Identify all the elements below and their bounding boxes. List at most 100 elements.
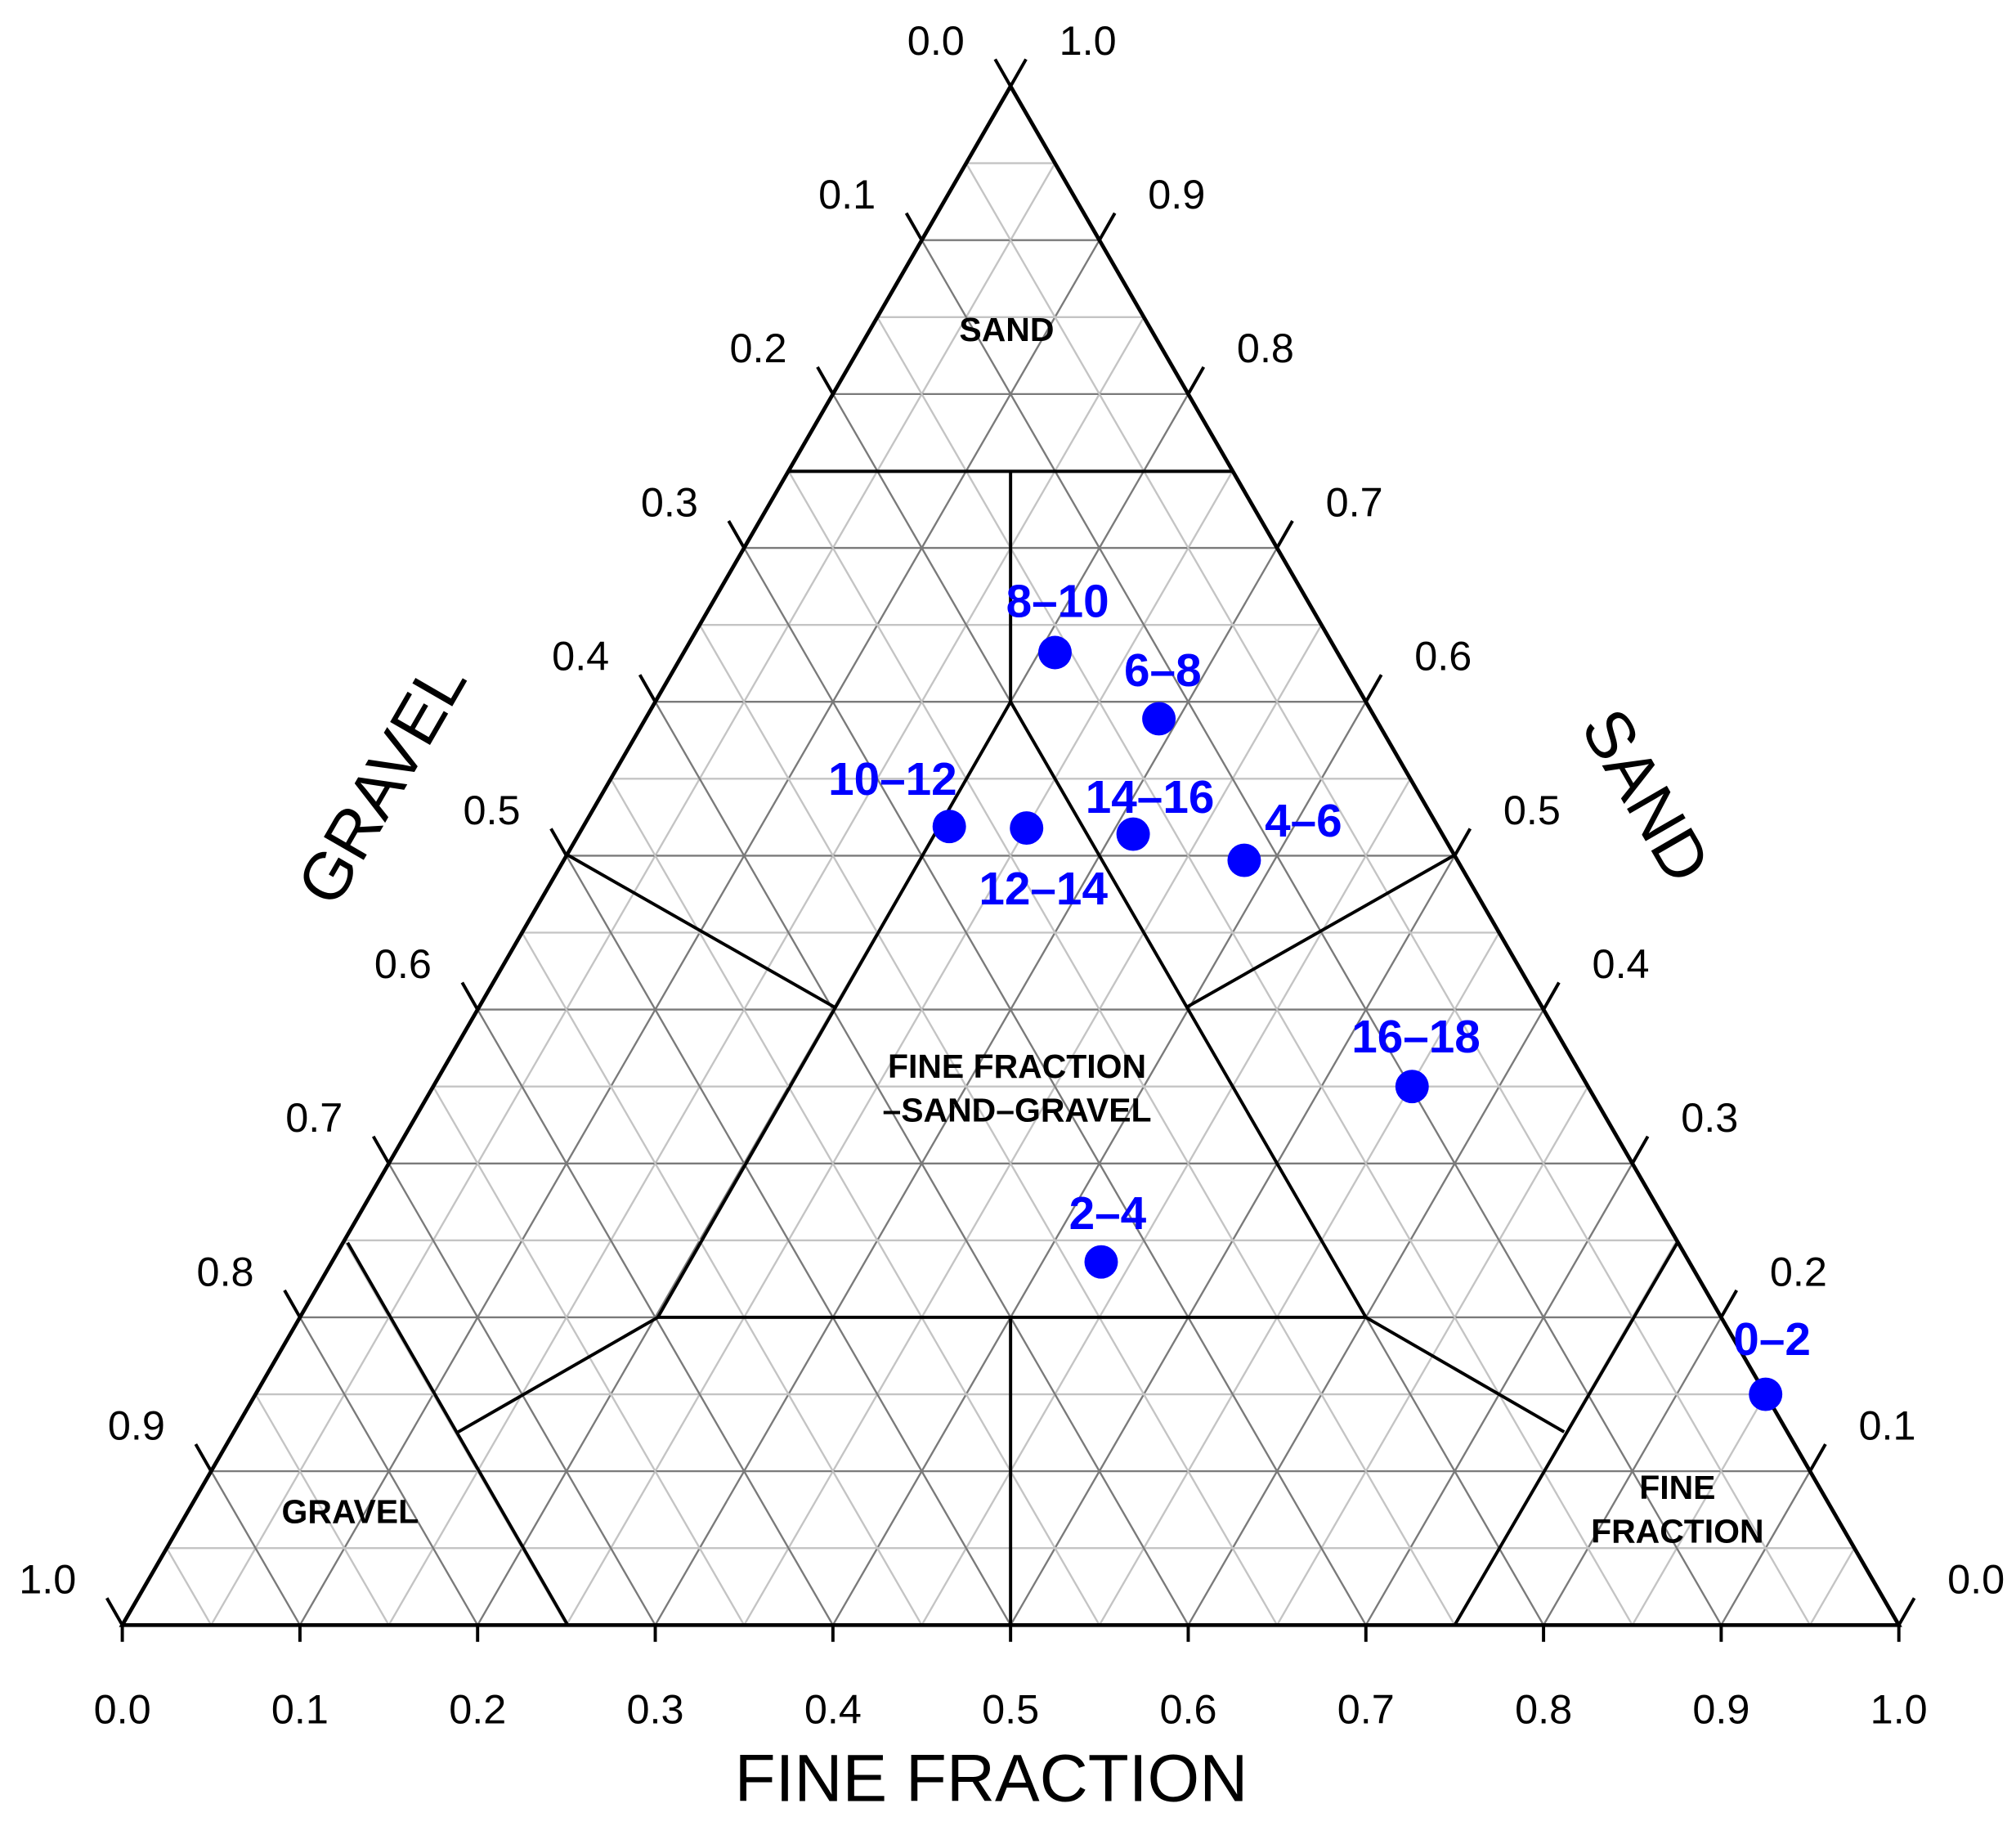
data-point bbox=[1142, 702, 1176, 736]
minor-grid-line bbox=[1098, 931, 1500, 1626]
grid-line bbox=[298, 1317, 479, 1626]
grid-line bbox=[565, 855, 1012, 1626]
tick-label: 0.2 bbox=[1770, 1248, 1827, 1294]
tick-mark bbox=[1719, 1289, 1738, 1318]
tick-label: 1.0 bbox=[1060, 17, 1117, 64]
tick-label: 0.0 bbox=[1947, 1556, 2005, 1603]
point-label: 4–6 bbox=[1265, 796, 1342, 847]
boundary bbox=[457, 1316, 659, 1433]
tick-label: 1.0 bbox=[19, 1556, 76, 1603]
data-point bbox=[1116, 817, 1150, 851]
tick-label: 0.5 bbox=[982, 1686, 1039, 1733]
data-point bbox=[1084, 1245, 1118, 1279]
tick-label: 0.7 bbox=[285, 1094, 343, 1141]
minor-grid-line bbox=[743, 624, 1323, 1626]
boundary bbox=[567, 853, 836, 1009]
data-point bbox=[932, 810, 966, 844]
minor-grid-line bbox=[388, 316, 1145, 1626]
point-label: 16–18 bbox=[1351, 1012, 1481, 1063]
grid-line bbox=[654, 701, 1189, 1626]
region-label: –SAND–GRAVEL bbox=[882, 1091, 1151, 1128]
tick-label: 0.6 bbox=[374, 940, 432, 987]
tick-label: 0.0 bbox=[94, 1686, 151, 1733]
tick-label: 0.8 bbox=[197, 1248, 254, 1294]
minor-grid-line bbox=[876, 316, 1633, 1626]
boundary bbox=[1185, 853, 1456, 1009]
axis-title: FINE FRACTION bbox=[735, 1742, 1248, 1816]
tick-mark bbox=[1897, 1597, 1916, 1626]
tick-mark bbox=[105, 1597, 124, 1626]
region-label: FINE FRACTION bbox=[888, 1048, 1146, 1085]
data-point bbox=[1227, 843, 1261, 877]
tick-mark bbox=[727, 520, 746, 550]
tick-label: 0.1 bbox=[271, 1686, 329, 1733]
minor-grid-line bbox=[610, 778, 1100, 1626]
axis-title: GRAVEL bbox=[283, 649, 481, 918]
region-label: SAND bbox=[959, 311, 1054, 348]
minor-grid-line bbox=[1809, 1547, 1856, 1626]
tick-mark bbox=[1364, 674, 1383, 703]
tick-mark bbox=[1186, 366, 1206, 395]
region-label: FRACTION bbox=[1591, 1512, 1763, 1550]
tick-label: 0.1 bbox=[1859, 1402, 1916, 1448]
grid-line bbox=[210, 1470, 301, 1626]
tick-label: 0.3 bbox=[641, 478, 698, 525]
tick-label: 0.8 bbox=[1237, 325, 1294, 371]
minor-grid-line bbox=[1631, 1393, 1767, 1626]
tick-mark bbox=[1631, 1135, 1650, 1164]
point-label: 2–4 bbox=[1069, 1188, 1147, 1240]
point-label: 14–16 bbox=[1086, 772, 1215, 823]
tick-mark bbox=[460, 981, 479, 1011]
tick-label: 0.9 bbox=[1692, 1686, 1749, 1733]
tick-mark bbox=[1009, 58, 1028, 87]
tick-label: 0.5 bbox=[464, 787, 521, 833]
axis-title: SAND bbox=[1567, 697, 1725, 895]
minor-grid-line bbox=[210, 163, 1056, 1626]
tick-mark bbox=[638, 674, 657, 703]
tick-mark bbox=[1098, 212, 1117, 241]
tick-mark bbox=[904, 212, 924, 241]
tick-label: 0.1 bbox=[818, 171, 876, 218]
boundary bbox=[346, 1241, 570, 1626]
tick-label: 0.8 bbox=[1515, 1686, 1572, 1733]
point-label: 8–10 bbox=[1006, 577, 1109, 628]
minor-grid-line bbox=[565, 470, 1234, 1626]
minor-grid-line bbox=[787, 470, 1456, 1626]
tick-mark bbox=[194, 1443, 213, 1473]
point-label: 12–14 bbox=[979, 864, 1108, 915]
tick-mark bbox=[371, 1135, 391, 1164]
minor-grid-line bbox=[921, 778, 1412, 1626]
minor-grid-line bbox=[165, 1547, 213, 1626]
tick-mark bbox=[993, 58, 1012, 87]
tick-label: 0.3 bbox=[627, 1686, 684, 1733]
tick-mark bbox=[1808, 1443, 1827, 1473]
tick-label: 0.4 bbox=[552, 633, 609, 680]
minor-grid-line bbox=[521, 931, 923, 1626]
tick-label: 0.9 bbox=[108, 1402, 165, 1448]
data-point bbox=[1038, 635, 1072, 670]
tick-label: 0.7 bbox=[1337, 1686, 1395, 1733]
data-point bbox=[1395, 1070, 1429, 1104]
region-label: FINE bbox=[1639, 1469, 1715, 1506]
region-boundaries bbox=[346, 469, 1679, 1626]
tick-label: 0.0 bbox=[907, 17, 965, 64]
tick-label: 0.7 bbox=[1326, 478, 1383, 525]
minor-grid-line bbox=[254, 1393, 390, 1626]
tick-label: 0.2 bbox=[729, 325, 786, 371]
point-label: 0–2 bbox=[1733, 1314, 1811, 1366]
region-label: GRAVEL bbox=[282, 1493, 419, 1531]
minor-grid-line bbox=[698, 624, 1279, 1626]
boundary bbox=[1364, 1316, 1566, 1433]
tick-label: 0.5 bbox=[1503, 787, 1561, 833]
tick-mark bbox=[549, 828, 568, 857]
point-label: 10–12 bbox=[828, 754, 957, 805]
tick-label: 0.6 bbox=[1414, 633, 1472, 680]
tick-mark bbox=[1542, 981, 1561, 1011]
tick-mark bbox=[1453, 828, 1472, 857]
tick-label: 0.2 bbox=[449, 1686, 506, 1733]
boundary bbox=[1453, 1241, 1679, 1626]
tick-label: 1.0 bbox=[1870, 1686, 1928, 1733]
tick-label: 0.4 bbox=[1593, 940, 1650, 987]
